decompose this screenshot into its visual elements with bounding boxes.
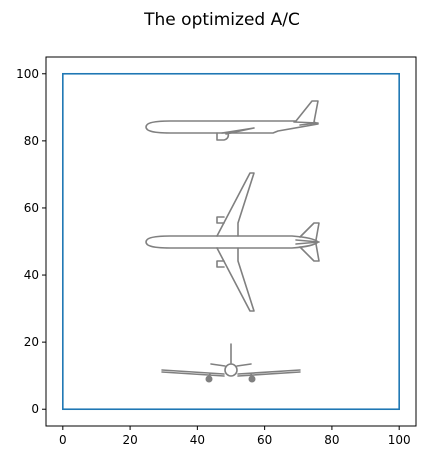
axes: 0 20 40 60 80 100 0 20 40 60 80 100 xyxy=(16,56,417,447)
top-wing-upper xyxy=(216,172,255,237)
boundary-box xyxy=(62,72,400,411)
front-fuselage xyxy=(224,363,238,377)
x-tick-label: 0 xyxy=(59,433,67,447)
side-wing xyxy=(221,127,255,135)
top-tail-lower xyxy=(299,243,320,262)
x-tick-label: 40 xyxy=(190,433,205,447)
y-tick-label: 20 xyxy=(24,335,39,349)
top-engine-lower xyxy=(216,260,225,268)
chart-title: The optimized A/C xyxy=(143,10,300,30)
aircraft-side-view xyxy=(145,100,319,141)
y-tick-label: 80 xyxy=(24,134,39,148)
y-tick-label: 0 xyxy=(31,402,39,416)
axes-frame xyxy=(45,56,417,427)
front-engine-right xyxy=(248,375,256,383)
x-tick-label: 100 xyxy=(388,433,411,447)
y-tick-label: 40 xyxy=(24,268,39,282)
top-engine-upper xyxy=(216,216,225,224)
y-ticks: 0 20 40 60 80 100 xyxy=(16,67,46,416)
side-engine xyxy=(216,132,230,141)
front-engine-left xyxy=(205,375,213,383)
x-tick-label: 60 xyxy=(257,433,272,447)
side-fuselage xyxy=(145,100,319,134)
top-tail-upper xyxy=(299,222,320,241)
top-fuselage xyxy=(145,235,319,249)
y-tick-label: 100 xyxy=(16,67,39,81)
front-wing xyxy=(161,369,301,377)
aircraft-top-view xyxy=(145,172,320,312)
x-ticks: 0 20 40 60 80 100 xyxy=(59,426,411,447)
x-tick-label: 20 xyxy=(122,433,137,447)
top-tail-cone xyxy=(295,239,320,245)
side-horizontal-tail xyxy=(293,121,319,126)
front-engine-pylons xyxy=(208,373,253,377)
front-horizontal-tail xyxy=(210,363,252,367)
x-tick-label: 80 xyxy=(324,433,339,447)
y-tick-label: 60 xyxy=(24,201,39,215)
top-wing-lower xyxy=(216,247,255,312)
plot-area xyxy=(62,72,400,411)
aircraft-front-view xyxy=(161,343,301,383)
